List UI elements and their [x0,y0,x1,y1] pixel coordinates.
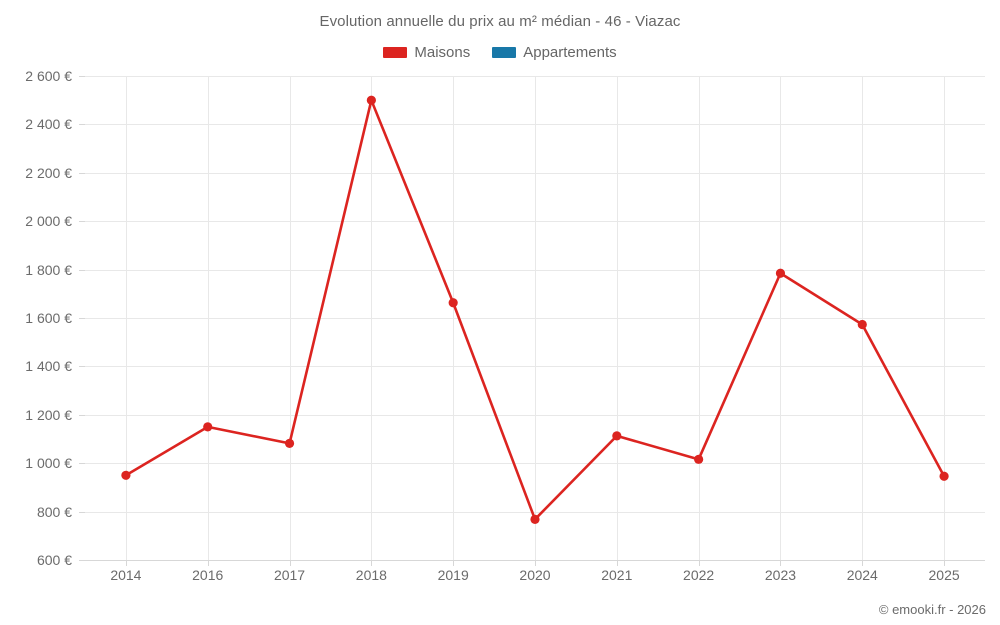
x-axis-tick-mark [535,560,536,566]
x-axis-tick-label: 2023 [764,567,797,583]
legend-item-maisons[interactable]: Maisons [383,44,470,61]
y-axis-tick-label: 800 € [36,503,72,520]
gridline-vertical [125,76,127,560]
gridline-vertical [944,76,946,560]
data-point[interactable] [366,95,376,105]
y-axis-tick-mark [79,269,85,271]
y-axis-tick-label: 2 600 € [25,68,72,84]
x-axis-tick-mark [289,560,291,566]
data-point[interactable] [203,422,213,432]
chart-legend: Maisons Appartements [0,44,1000,61]
x-axis-tick-label: 2024 [846,567,878,583]
y-axis-tick-mark [79,318,85,319]
y-axis-tick-label: 1 000 € [25,455,72,472]
x-axis-tick-mark [944,560,946,566]
data-point[interactable] [775,268,786,278]
y-axis-tick-mark [79,221,85,223]
credit-label: © emooki.fr - 2026 [878,602,986,617]
x-axis-tick-label: 2019 [437,567,469,583]
data-point[interactable] [448,298,458,308]
y-axis-tick-mark [79,76,85,77]
x-axis-tick-mark [616,560,618,566]
legend-swatch-appartements [492,47,517,58]
x-axis-line [85,560,985,561]
gridline-vertical [289,76,291,560]
gridline-vertical [453,76,455,560]
legend-label-maisons: Maisons [414,44,471,61]
data-point[interactable] [694,454,704,464]
y-axis-tick-label: 1 400 € [25,358,72,375]
data-point[interactable] [284,438,295,448]
legend-label-appartements: Appartements [523,44,617,61]
y-axis-tick-label: 1 200 € [25,406,72,423]
x-axis-tick-label: 2020 [519,567,551,583]
y-axis-tick-label: 2 200 € [25,164,72,181]
data-point[interactable] [530,514,540,524]
series-line-maisons [124,98,946,521]
y-axis-tick-mark [79,124,85,126]
data-point[interactable] [939,471,949,481]
x-axis-tick-label: 2022 [683,567,715,583]
x-axis-tick-mark [371,560,373,566]
gridline-vertical [207,76,209,560]
y-axis-tick-mark [79,560,85,561]
gridline-vertical [862,76,864,560]
y-axis-tick-mark [79,511,85,513]
data-point[interactable] [121,470,131,480]
gridline-vertical [698,76,700,560]
y-axis-tick-mark [79,463,85,465]
y-axis-tick-label: 2 000 € [25,213,72,230]
data-point[interactable] [857,319,867,330]
y-axis-tick-mark [79,172,85,174]
x-axis-tick-mark [780,560,782,566]
x-axis-tick-label: 2017 [273,567,306,583]
y-axis-tick-label: 600 € [36,552,72,568]
x-axis-tick-label: 2016 [192,567,224,583]
y-axis-tick-mark [79,414,85,416]
gridline-vertical [780,76,782,560]
x-axis-tick-mark [125,560,127,566]
x-axis-tick-mark [207,560,209,566]
x-axis-tick-label: 2018 [355,567,387,583]
gridline-vertical [371,76,373,560]
x-axis-tick-mark [862,560,864,566]
data-series-layer [121,95,949,524]
x-axis-tick-label: 2025 [928,567,960,583]
page-title: Evolution annuelle du prix au m² médian … [319,13,681,30]
x-axis-tick-mark [698,560,700,566]
x-axis-tick-label: 2014 [110,567,142,583]
gridline-vertical [616,76,618,560]
data-point[interactable] [612,431,622,441]
x-axis-tick-mark [453,560,455,566]
plot-area [85,76,985,561]
legend-item-appartements[interactable]: Appartements [492,44,617,61]
gridline-vertical [535,76,536,560]
y-axis-tick-label: 1 600 € [25,310,72,326]
y-axis-tick-mark [79,366,85,368]
x-axis-tick-label: 2021 [601,567,633,583]
y-axis-tick-label: 1 800 € [25,261,72,278]
legend-swatch-maisons [383,47,408,58]
y-axis-tick-label: 2 400 € [25,116,72,133]
